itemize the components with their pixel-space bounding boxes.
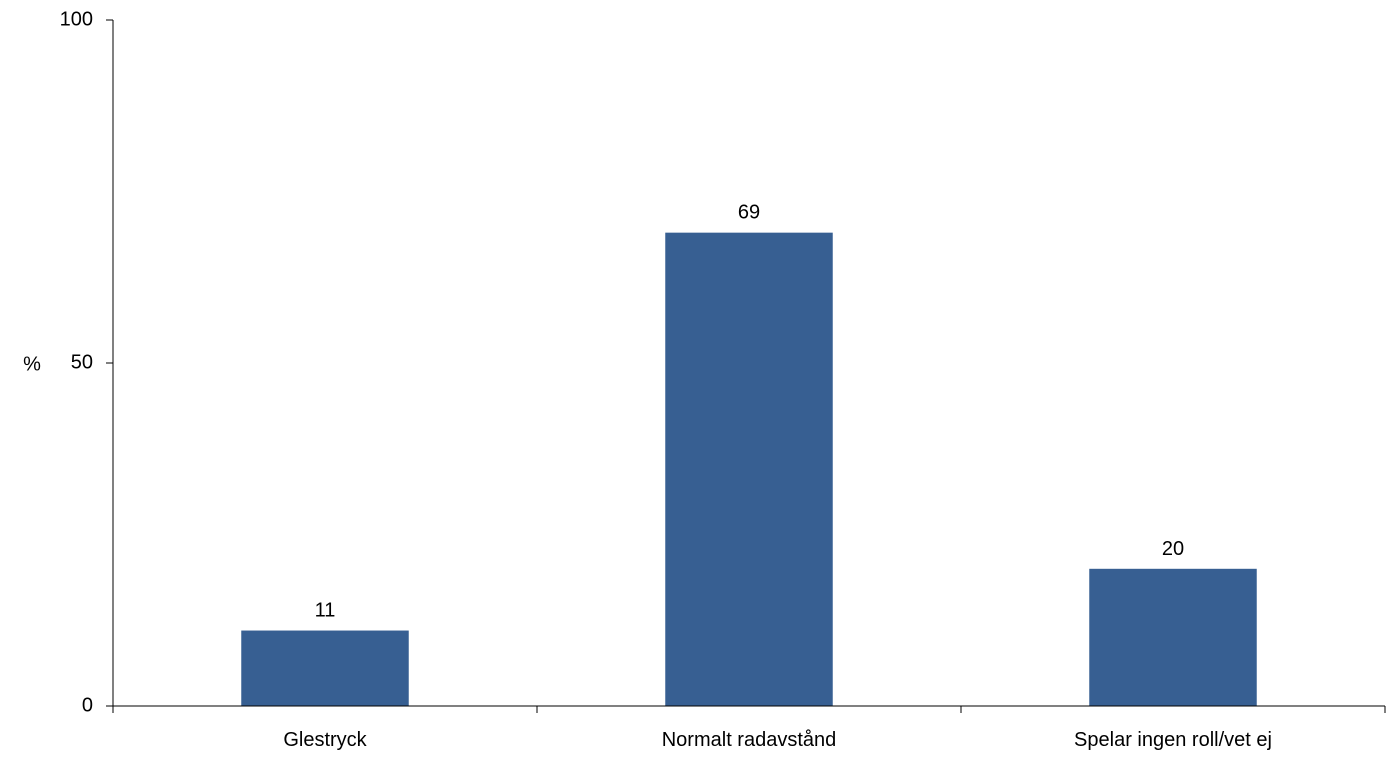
x-category-label: Glestryck [283, 729, 367, 751]
bar [1089, 568, 1257, 706]
y-tick-label: 0 [82, 694, 93, 716]
y-tick-label: 100 [60, 8, 93, 30]
y-axis-title: % [23, 353, 41, 375]
bar-value-label: 20 [1162, 538, 1184, 560]
bars-layer [241, 232, 1257, 706]
bar-value-label: 69 [738, 202, 760, 224]
y-ticks: 0 50 100 [60, 8, 113, 716]
x-category-label: Normalt radavstånd [662, 729, 837, 751]
y-tick-label: 50 [71, 351, 93, 373]
bar [241, 630, 409, 706]
bar-value-label: 11 [315, 600, 336, 622]
bar [665, 232, 833, 706]
x-ticks: Glestryck Normalt radavstånd Spelar ingen … [112, 706, 1386, 751]
data-labels: 11 69 20 [315, 202, 1185, 622]
x-category-label: Spelar ingen roll/vet ej [1074, 729, 1272, 751]
